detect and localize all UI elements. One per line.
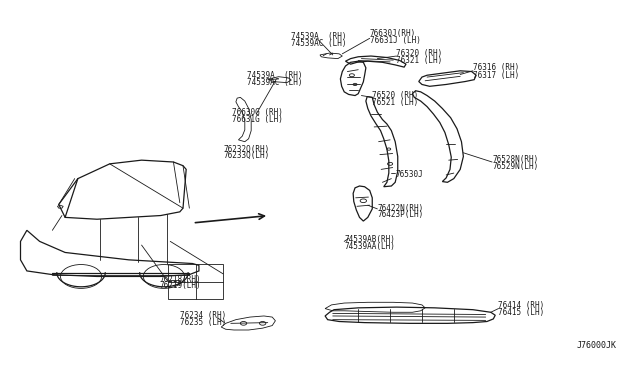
- Text: 76235 (LH): 76235 (LH): [180, 318, 226, 327]
- Text: 76529N(LH): 76529N(LH): [492, 162, 538, 171]
- Text: 76415 (LH): 76415 (LH): [499, 308, 545, 317]
- Text: 76320 (RH): 76320 (RH): [396, 49, 443, 58]
- Text: 76530J: 76530J: [395, 170, 423, 179]
- Text: 76414 (RH): 76414 (RH): [499, 301, 545, 311]
- Text: J76000JK: J76000JK: [576, 341, 616, 350]
- Text: 76630J(RH): 76630J(RH): [370, 29, 416, 38]
- Text: 76521 (LH): 76521 (LH): [372, 98, 419, 107]
- Text: 76520 (RH): 76520 (RH): [372, 91, 419, 100]
- Text: 76423P(LH): 76423P(LH): [378, 210, 424, 219]
- Text: 76630G (RH): 76630G (RH): [232, 108, 283, 117]
- Text: 76234 (RH): 76234 (RH): [180, 311, 226, 320]
- Text: 74539AB(RH): 74539AB(RH): [344, 235, 395, 244]
- Text: 76232Q(RH): 76232Q(RH): [223, 145, 269, 154]
- Text: 74539AC (LH): 74539AC (LH): [246, 78, 302, 87]
- Text: 76317 (LH): 76317 (LH): [473, 71, 519, 80]
- Text: 76631G (LH): 76631G (LH): [232, 115, 283, 124]
- Text: 76528N(RH): 76528N(RH): [492, 155, 538, 164]
- Text: 74539AA(LH): 74539AA(LH): [344, 242, 395, 251]
- Text: 76316 (RH): 76316 (RH): [473, 63, 519, 72]
- Text: 76321 (LH): 76321 (LH): [396, 56, 443, 65]
- Text: 76422N(RH): 76422N(RH): [378, 203, 424, 213]
- Text: 74539A  (RH): 74539A (RH): [246, 71, 302, 80]
- Text: 76219(LH): 76219(LH): [159, 281, 201, 290]
- Text: 76218(RH): 76218(RH): [159, 275, 201, 283]
- Text: 76233Q(LH): 76233Q(LH): [223, 151, 269, 160]
- Text: 76631J (LH): 76631J (LH): [370, 36, 420, 45]
- Text: 74539AC (LH): 74539AC (LH): [291, 39, 347, 48]
- Text: 74539A  (RH): 74539A (RH): [291, 32, 347, 41]
